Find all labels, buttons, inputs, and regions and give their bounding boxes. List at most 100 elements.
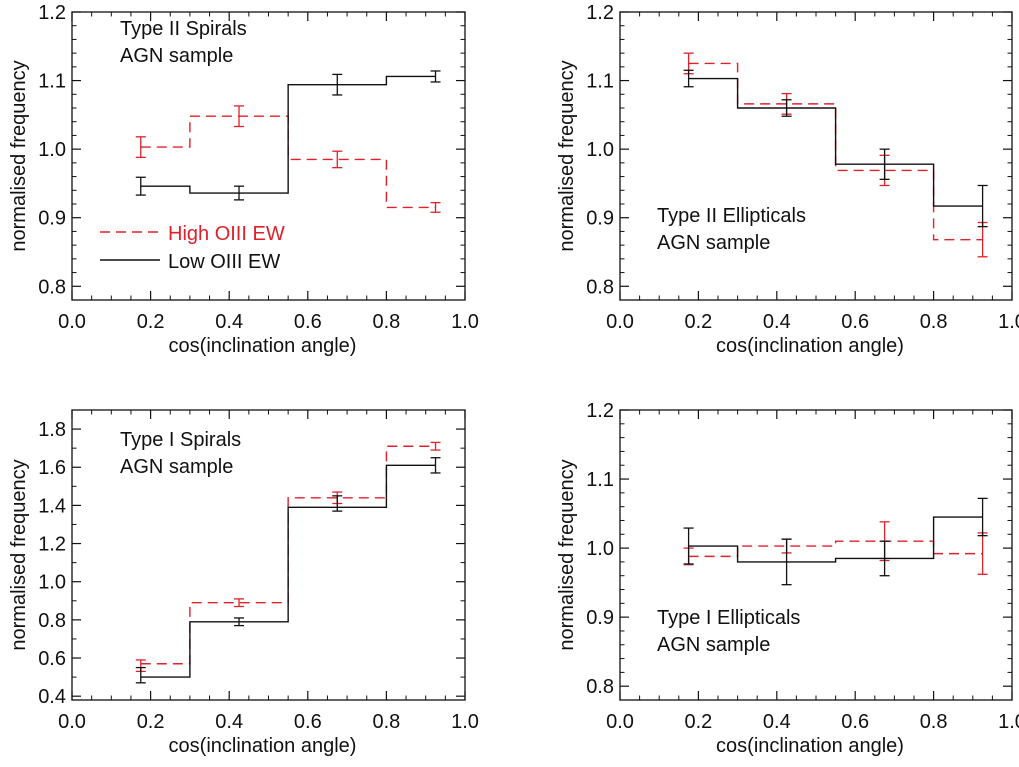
x-tick-label: 0.6	[294, 711, 322, 733]
y-tick-label: 1.4	[38, 495, 66, 517]
error-bar-low	[683, 69, 694, 88]
x-tick-label: 0.6	[841, 311, 869, 333]
y-tick-label: 0.8	[586, 676, 614, 698]
y-tick-label: 1.1	[586, 469, 614, 491]
x-tick-label: 0.6	[841, 711, 869, 733]
y-tick-label: 1.1	[38, 71, 66, 93]
x-tick-label: 0.6	[294, 311, 322, 333]
error-bar-low	[332, 495, 343, 512]
y-tick-label: 1.2	[586, 2, 614, 24]
error-bar-low	[781, 538, 792, 586]
y-tick-label: 1.6	[38, 457, 66, 479]
x-tick-label: 0.8	[372, 711, 400, 733]
error-bar-high	[977, 532, 988, 575]
error-bar-high	[332, 150, 343, 169]
y-tick-label: 1.1	[586, 71, 614, 93]
error-bar-high	[430, 441, 441, 451]
panel-annotation: AGN sample	[120, 456, 233, 478]
x-axis-label: cos(inclination angle)	[169, 735, 357, 757]
y-tick-label: 0.8	[38, 276, 66, 298]
plot-frame	[619, 11, 1013, 301]
panel-annotation: Type II Spirals	[120, 18, 247, 40]
x-tick-label: 0.0	[606, 711, 634, 733]
y-tick-label: 1.0	[586, 139, 614, 161]
x-tick-label: 0.0	[606, 311, 634, 333]
plot-frame	[619, 409, 1013, 701]
chart-panel-2: 0.0 0.2 0.4 0.6 0.8 1.0 0.8 0.9 1.0 1.1 1.2 cos(inc…	[556, 2, 1019, 357]
y-tick-label: 1.0	[38, 572, 66, 594]
legend-label-low: Low OIII EW	[168, 251, 280, 273]
x-tick-label: 0.4	[215, 311, 243, 333]
y-tick-label: 1.2	[38, 534, 66, 556]
x-tick-label: 0.4	[763, 311, 791, 333]
x-axis-label: cos(inclination angle)	[716, 735, 904, 757]
error-bar-low	[977, 184, 988, 228]
y-tick-label: 0.8	[38, 610, 66, 632]
x-tick-label: 0.2	[137, 311, 165, 333]
y-axis-label: normalised frequency	[556, 459, 578, 650]
y-tick-label: 1.2	[38, 2, 66, 24]
error-bar-low	[683, 527, 694, 565]
y-tick-label: 1.0	[38, 139, 66, 161]
legend-label-high: High OIII EW	[168, 223, 285, 245]
y-tick-label: 0.8	[586, 276, 614, 298]
y-tick-label: 0.4	[38, 686, 66, 708]
error-bar-low	[879, 148, 890, 180]
panel-annotation: Type II Ellipticals	[657, 205, 806, 227]
x-tick-label: 0.0	[58, 711, 86, 733]
error-bar-high	[234, 598, 245, 608]
x-tick-label: 0.4	[763, 711, 791, 733]
error-bar-low	[430, 70, 441, 83]
chart-panel-3: 0.0 0.2 0.4 0.6 0.8 1.0 0.4 0.6 0.8 1.0 1.2 1.4 1.6 1…	[8, 409, 479, 757]
x-tick-label: 0.2	[684, 711, 712, 733]
chart-panel-1: 0.0 0.2 0.4 0.6 0.8 1.0 0.8 0.9 1.0 1.1 1.2 cos(inc…	[8, 2, 479, 357]
series-low-step-line	[140, 464, 436, 678]
panel-annotation: Type I Spirals	[120, 429, 241, 451]
y-tick-label: 1.8	[38, 419, 66, 441]
panel-annotation: AGN sample	[657, 232, 770, 254]
x-tick-label: 1.0	[451, 711, 479, 733]
error-bar-high	[135, 136, 146, 159]
x-axis-label: cos(inclination angle)	[169, 335, 357, 357]
series-high-step-line	[688, 62, 983, 241]
y-tick-label: 0.6	[38, 648, 66, 670]
error-bar-low	[234, 185, 245, 201]
x-tick-label: 0.2	[137, 711, 165, 733]
y-tick-label: 1.2	[586, 400, 614, 422]
legend: High OIII EW Low OIII EW	[100, 223, 285, 273]
error-bar-low	[234, 617, 245, 627]
x-tick-label: 0.4	[215, 711, 243, 733]
y-tick-label: 0.9	[38, 208, 66, 230]
panel-annotation: Type I Ellipticals	[657, 607, 800, 629]
error-bar-low	[977, 497, 988, 537]
series-low-step-line	[688, 77, 983, 207]
panel-annotation: AGN sample	[120, 45, 233, 67]
error-bar-low	[430, 457, 441, 474]
error-bar-low	[879, 540, 890, 577]
error-bar-low	[135, 176, 146, 196]
chart-panel-4: 0.0 0.2 0.4 0.6 0.8 1.0 0.8 0.9 1.0 1.1 1.2 cos(inc…	[556, 400, 1019, 757]
panel-annotation: AGN sample	[657, 634, 770, 656]
plot-frame	[71, 409, 466, 701]
series-low-step-line	[140, 75, 436, 194]
x-axis-label: cos(inclination angle)	[716, 335, 904, 357]
error-bar-high	[234, 105, 245, 128]
x-tick-label: 1.0	[451, 311, 479, 333]
x-tick-label: 0.8	[372, 311, 400, 333]
error-bar-low	[781, 99, 792, 117]
series-high-step-line	[688, 540, 983, 558]
x-tick-label: 0.2	[684, 311, 712, 333]
y-axis-label: normalised frequency	[8, 60, 30, 251]
error-bar-low	[332, 73, 343, 96]
x-tick-label: 1.0	[998, 711, 1019, 733]
x-tick-label: 0.8	[920, 711, 948, 733]
y-tick-label: 1.0	[586, 538, 614, 560]
error-bar-high	[430, 201, 441, 213]
x-tick-label: 0.8	[920, 311, 948, 333]
y-tick-label: 0.9	[586, 607, 614, 629]
y-tick-label: 0.9	[586, 208, 614, 230]
error-bar-low	[135, 666, 146, 684]
x-tick-label: 1.0	[998, 311, 1019, 333]
